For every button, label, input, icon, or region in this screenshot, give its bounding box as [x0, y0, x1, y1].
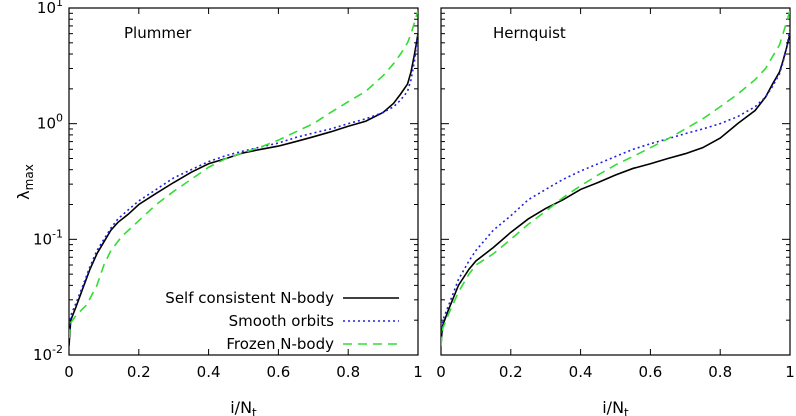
series-line-dotted — [441, 29, 790, 339]
legend-label: Smooth orbits — [229, 312, 335, 330]
y-tick-label: 10-1 — [33, 227, 63, 248]
x-tick-label: 0.4 — [569, 363, 593, 381]
x-tick-label: 0.8 — [708, 363, 732, 381]
x-tick-label: 0.8 — [336, 363, 360, 381]
x-axis-label: i/Nt — [230, 398, 257, 416]
y-tick-label: 101 — [37, 0, 63, 17]
y-tick-label: 10-2 — [33, 343, 63, 364]
series-line-dashed — [69, 10, 418, 339]
x-tick-label: 0 — [436, 363, 446, 381]
panel-2: 0 0.2 0.4 0.6 0.8 1 Hernquist i/Nt — [436, 7, 795, 416]
x-axis-label: i/Nt — [602, 398, 629, 416]
panel-title: Hernquist — [493, 24, 566, 42]
series-line-solid — [441, 33, 790, 342]
x-tick-label: 0 — [64, 363, 74, 381]
y-tick-label: 100 — [37, 112, 63, 133]
x-tick-label: 0.6 — [638, 363, 662, 381]
x-tick-label: 1 — [785, 363, 795, 381]
plot-frame — [68, 7, 419, 356]
x-tick-label: 0.2 — [127, 363, 151, 381]
x-tick-label: 1 — [413, 363, 423, 381]
legend-label: Self consistent N-body — [165, 289, 334, 307]
y-axis-label: λmax — [14, 164, 36, 200]
panel-title: Plummer — [124, 24, 192, 42]
legend: Self consistent N-body Smooth orbits Froze… — [165, 289, 399, 353]
x-tick-label: 0.6 — [266, 363, 290, 381]
legend-label: Frozen N-body — [226, 335, 334, 353]
plot-frame — [440, 7, 791, 356]
x-tick-label: 0.2 — [499, 363, 523, 381]
x-tick-label: 0.4 — [197, 363, 221, 381]
series-line-dashed — [441, 10, 790, 346]
panel-1: 0 0.2 0.4 0.6 0.8 1 10-2 10-1 100 101 Plummer i/Nt S… — [33, 0, 423, 416]
